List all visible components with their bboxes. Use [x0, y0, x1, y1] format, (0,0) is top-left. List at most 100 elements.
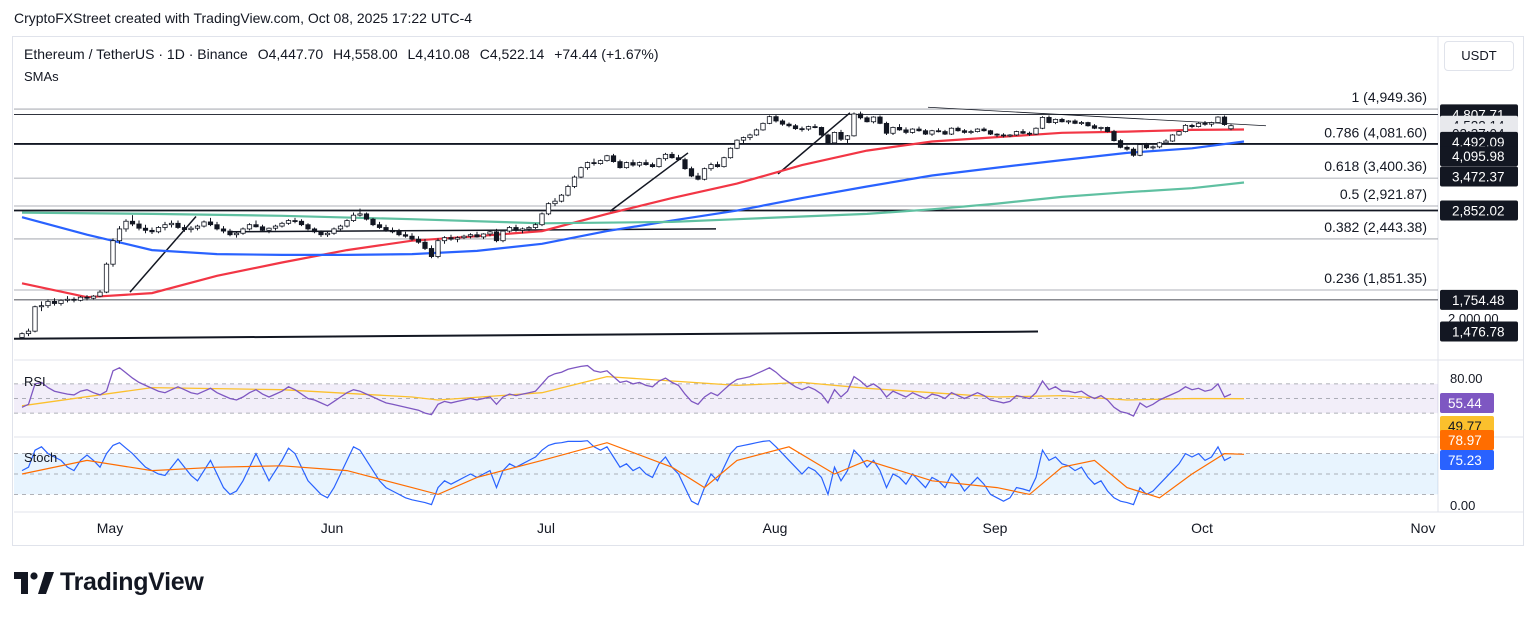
candle-body — [727, 147, 734, 159]
candle-body — [487, 231, 493, 235]
candle-body — [948, 127, 955, 135]
candle-body — [389, 229, 396, 233]
candle-body — [227, 230, 233, 236]
candle-body — [220, 228, 227, 232]
candle-body — [32, 306, 38, 332]
candle-body — [129, 220, 136, 225]
candle-body — [669, 153, 675, 159]
candle-body — [84, 296, 90, 299]
candle-body — [123, 220, 129, 230]
price-tag — [1440, 289, 1518, 310]
stoch-value-label: 75.23 — [1448, 453, 1482, 468]
candle-body — [513, 227, 519, 231]
candle-body — [45, 300, 51, 307]
candle-body — [1033, 127, 1039, 135]
candle-body — [136, 223, 142, 229]
candle-body — [1091, 125, 1098, 129]
candle-body — [409, 235, 415, 240]
price-tag-label: 1,754.48 — [1452, 293, 1505, 308]
candle-body — [175, 222, 181, 228]
candle-body — [636, 162, 643, 166]
stoch-value-tag — [1440, 450, 1494, 470]
candle-body — [259, 226, 266, 231]
candle-body — [675, 157, 682, 161]
candle-body — [805, 126, 812, 130]
candle-body — [623, 162, 630, 169]
candle-body — [38, 305, 45, 308]
candle-body — [51, 300, 58, 304]
candle-body — [207, 221, 214, 226]
rsi-tick-label: 80.00 — [1450, 371, 1483, 386]
candle-body — [467, 234, 474, 237]
candle-body — [929, 130, 935, 135]
candle-body — [662, 153, 669, 160]
candle-body — [766, 116, 773, 124]
tradingview-brand[interactable]: TradingView — [14, 568, 204, 597]
candle-body — [1150, 146, 1156, 149]
candle-body — [214, 224, 220, 230]
ohlc-low: L4,410.08 — [407, 46, 470, 62]
candle-body — [1085, 122, 1091, 127]
candle-body — [25, 330, 32, 335]
candle-body — [747, 134, 753, 138]
ohlc-open: O4,447.70 — [257, 46, 324, 62]
candle-body — [883, 122, 890, 134]
candle-body — [493, 231, 500, 242]
rsi-value-label: 55.44 — [1448, 396, 1482, 411]
candle-body — [1020, 131, 1026, 134]
candle-body — [1182, 124, 1189, 132]
candle-body — [461, 235, 467, 239]
candle-body — [682, 159, 688, 170]
candle-body — [435, 240, 441, 257]
rsi-value-tag — [1440, 393, 1494, 413]
candle-body — [181, 227, 188, 231]
candle-body — [1059, 118, 1065, 123]
sma-line — [21, 181, 1245, 225]
candle-body — [376, 224, 383, 228]
candle-body — [526, 227, 532, 230]
price-tag — [1440, 321, 1518, 342]
candle-body — [857, 113, 864, 119]
candle-body — [337, 225, 344, 230]
support-trend-line — [13, 330, 1039, 340]
chart-frame[interactable] — [12, 36, 1524, 546]
month-label: May — [97, 520, 123, 536]
candle-body — [630, 162, 636, 166]
candle-body — [116, 228, 123, 242]
price-tag-label: 4,095.98 — [1452, 149, 1505, 164]
price-axis: 5,000.002,000.004,807.714,522.1402:37:04… — [1440, 104, 1518, 513]
candle-body — [701, 168, 708, 180]
fib-level-label: 1 (4,949.36) — [1352, 89, 1428, 105]
candle-body — [506, 227, 513, 232]
candle-body — [1195, 122, 1202, 127]
candle-body — [981, 128, 987, 132]
price-tag-label: 1,476.78 — [1452, 325, 1505, 340]
candle-body — [448, 237, 454, 240]
candle-body — [357, 213, 363, 216]
candle-body — [1007, 134, 1013, 137]
candle-body — [987, 130, 994, 135]
candle-body — [584, 162, 591, 169]
fib-level-label: 0.236 (1,851.35) — [1324, 270, 1427, 286]
indicator-label[interactable]: SMAs — [24, 69, 59, 84]
range-support-line — [229, 228, 717, 233]
candle-body — [1104, 127, 1111, 132]
candle-body — [903, 129, 909, 133]
candle-body — [1137, 144, 1143, 156]
candle-body — [935, 130, 942, 133]
chart-credit: CryptoFXStreet created with TradingView.… — [14, 10, 473, 26]
candle-body — [994, 133, 1000, 136]
candle-body — [285, 220, 292, 224]
candle-body — [1000, 134, 1007, 137]
candle-body — [155, 227, 162, 233]
candle-body — [909, 128, 916, 133]
candle-body — [272, 225, 279, 229]
candle-body — [740, 137, 747, 141]
candle-body — [617, 161, 623, 169]
currency-button[interactable]: USDT — [1444, 41, 1514, 71]
candle-body — [233, 232, 240, 236]
candle-body — [194, 225, 201, 229]
candle-body — [890, 127, 896, 134]
candle-body — [318, 231, 324, 236]
